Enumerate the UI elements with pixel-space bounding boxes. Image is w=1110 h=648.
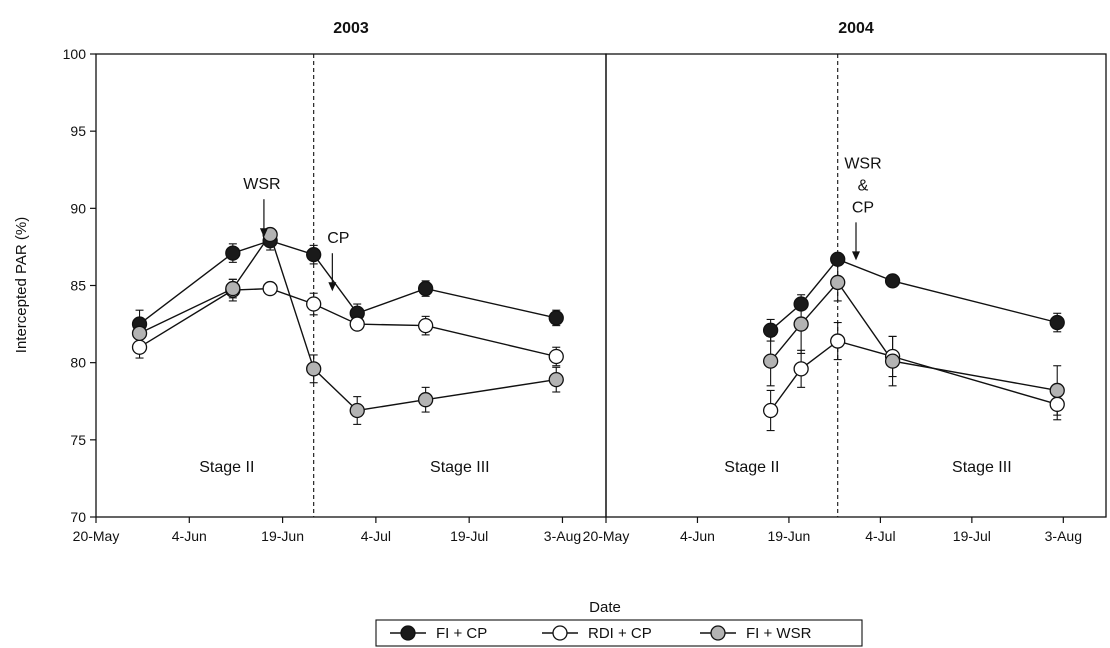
data-point — [417, 392, 434, 408]
stage-label: Stage II — [724, 459, 779, 476]
annotation-label: & — [858, 177, 869, 194]
data-point — [762, 402, 779, 419]
y-tick-label: 85 — [70, 278, 86, 294]
x-tick-label: 19-Jul — [450, 528, 488, 544]
legend-marker — [552, 625, 568, 641]
stage-label: Stage III — [430, 459, 490, 476]
x-tick-label: 19-Jun — [261, 528, 304, 544]
annotation-label: CP — [852, 199, 874, 216]
y-tick-label: 90 — [70, 200, 86, 216]
data-point — [1049, 382, 1065, 399]
series-line — [770, 281, 1058, 392]
data-point — [793, 316, 809, 332]
panel-2003: 2003 70 75 80 85 90 95 100 20-May 4-Jun 19-Jun 4-Ju… — [63, 20, 607, 544]
data-point — [884, 273, 901, 289]
stage-label: Stage III — [952, 459, 1012, 476]
legend: FI + CP RDI + CP FI + WSR — [375, 619, 863, 647]
chart-panels: 2003 70 75 80 85 90 95 100 20-May 4-Jun 19-Jun 4-Ju… — [63, 20, 1107, 544]
x-tick-label: 20-May — [583, 528, 630, 544]
data-point — [830, 274, 846, 291]
y-tick-label: 80 — [70, 355, 86, 371]
data-point — [306, 246, 322, 263]
data-point — [262, 280, 278, 297]
legend-marker — [710, 625, 726, 641]
plot-frame — [605, 53, 1107, 518]
legend-marker — [400, 625, 416, 641]
data-point — [1049, 396, 1065, 412]
data-point — [762, 322, 779, 338]
x-tick-label: 3-Aug — [1045, 528, 1082, 544]
legend-label: FI + WSR — [746, 625, 812, 642]
stage-label: Stage II — [199, 459, 254, 476]
panel-title: 2004 — [838, 20, 874, 37]
x-tick-label: 19-Jul — [953, 528, 991, 544]
data-point — [793, 296, 809, 312]
annotation-arrowhead — [852, 251, 860, 261]
y-tick-label: 100 — [63, 46, 87, 62]
x-tick-label: 4-Jul — [865, 528, 895, 544]
series-line — [139, 233, 557, 412]
data-point — [131, 325, 148, 341]
data-point — [417, 317, 434, 334]
y-tick-label: 70 — [70, 509, 86, 525]
data-point — [349, 402, 365, 419]
annotation-label: WSR — [844, 155, 881, 172]
panel-2004: 2004 20-May 4-Jun 19-Jun 4-Jul 19-Jul 3-Aug Sta… — [583, 20, 1107, 544]
data-point — [548, 348, 564, 365]
y-tick-label: 95 — [70, 123, 86, 139]
legend-label: FI + CP — [436, 625, 487, 642]
annotation-label: WSR — [243, 176, 280, 193]
annotation-label: CP — [327, 230, 349, 247]
data-point — [225, 280, 241, 297]
series-line — [770, 340, 1058, 411]
data-point — [225, 245, 241, 261]
x-tick-label: 4-Jul — [361, 528, 391, 544]
x-axis-title: Date — [589, 599, 621, 616]
data-point — [830, 251, 846, 267]
data-point — [548, 310, 564, 326]
data-point — [306, 296, 322, 312]
series-line — [139, 287, 557, 358]
data-point — [349, 316, 365, 332]
plot-frame — [95, 53, 607, 518]
data-point — [762, 353, 779, 369]
annotation-arrowhead — [328, 282, 337, 292]
x-tick-label: 4-Jun — [172, 528, 207, 544]
x-tick-label: 4-Jun — [680, 528, 715, 544]
data-point — [830, 333, 846, 349]
annotation-arrowhead — [259, 228, 268, 238]
data-point — [793, 361, 809, 377]
panel-title: 2003 — [333, 20, 369, 37]
data-point — [417, 280, 434, 297]
data-point — [131, 339, 148, 355]
series-line — [139, 239, 557, 325]
data-point — [306, 361, 322, 377]
x-tick-label: 19-Jun — [768, 528, 811, 544]
legend-box — [375, 619, 863, 647]
y-axis-title: Intercepted PAR (%) — [13, 217, 30, 353]
data-point — [1049, 314, 1065, 331]
x-tick-label: 3-Aug — [544, 528, 581, 544]
data-point — [884, 353, 901, 369]
legend-label: RDI + CP — [588, 625, 652, 642]
series-line — [770, 258, 1058, 331]
x-tick-label: 20-May — [73, 528, 120, 544]
data-point — [548, 371, 564, 388]
y-tick-label: 75 — [70, 432, 86, 448]
